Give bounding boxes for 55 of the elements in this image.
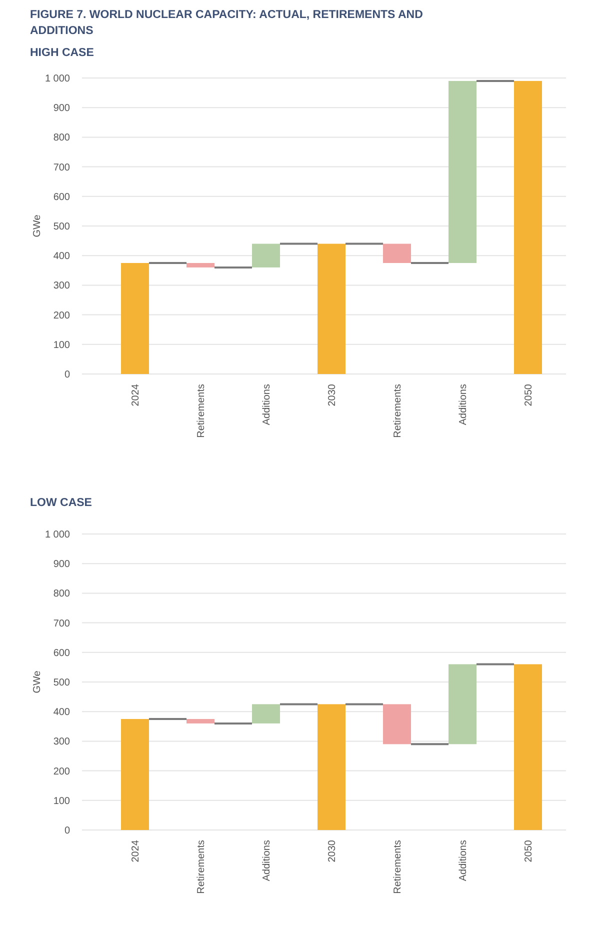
y-tick-label: 1 000 [44, 530, 70, 540]
y-tick-label: 800 [53, 588, 70, 600]
y-tick-label: 0 [64, 826, 70, 836]
bar [252, 704, 280, 724]
y-tick-label: 400 [53, 251, 70, 262]
x-tick-label: Additions [458, 384, 469, 426]
bar [514, 80, 542, 374]
x-tick-label: 2050 [524, 384, 534, 406]
bar [186, 719, 214, 724]
x-tick-label: Retirements [196, 384, 207, 438]
bar [252, 244, 280, 268]
y-tick-label: 100 [53, 340, 70, 351]
y-tick-label: 1 000 [44, 74, 70, 84]
x-tick-label: Retirements [392, 840, 404, 894]
x-tick-label: Additions [262, 840, 272, 882]
x-tick-label: 2024 [130, 384, 142, 406]
bar [318, 704, 346, 830]
y-tick-label: 600 [53, 192, 70, 203]
y-tick-label: 700 [53, 618, 70, 630]
bar [121, 263, 149, 374]
chart-title: FIGURE 7. WORLD NUCLEAR CAPACITY: ACTUAL, RETIREMENTS AND ADDITIONS [30, 9, 423, 37]
y-tick-label: 900 [53, 103, 70, 114]
x-tick-label: 2050 [524, 840, 534, 862]
y-tick-label: 300 [53, 280, 70, 292]
bar [186, 263, 214, 268]
chart-title: LOW CASE [30, 497, 92, 509]
y-tick-label: 100 [53, 796, 70, 807]
y-tick-label: 400 [53, 707, 70, 718]
y-tick-label: 0 [64, 370, 70, 380]
y-axis-title: GWe [32, 670, 43, 694]
y-tick-label: 900 [53, 559, 70, 570]
x-tick-label: Retirements [392, 384, 404, 438]
y-axis-title: GWe [32, 214, 43, 238]
y-tick-label: 500 [53, 678, 70, 688]
y-tick-label: 700 [53, 162, 70, 174]
x-tick-label: 2024 [130, 840, 142, 862]
x-tick-label: 2030 [327, 840, 338, 862]
bar [514, 664, 542, 830]
bar [121, 719, 149, 830]
y-tick-label: 300 [53, 736, 70, 748]
x-tick-label: Additions [262, 384, 272, 426]
y-tick-label: 200 [53, 766, 70, 778]
chart-subtitle: HIGH CASE [30, 47, 94, 59]
bar [448, 80, 476, 263]
bar [448, 664, 476, 744]
bar [383, 244, 411, 263]
bar [383, 704, 411, 744]
y-tick-label: 500 [53, 222, 70, 232]
y-tick-label: 200 [53, 310, 70, 322]
bar [318, 244, 346, 374]
x-tick-label: Additions [458, 840, 469, 882]
y-tick-label: 800 [53, 132, 70, 144]
x-tick-label: Retirements [196, 840, 207, 894]
x-tick-label: 2030 [327, 384, 338, 406]
y-tick-label: 600 [53, 648, 70, 659]
